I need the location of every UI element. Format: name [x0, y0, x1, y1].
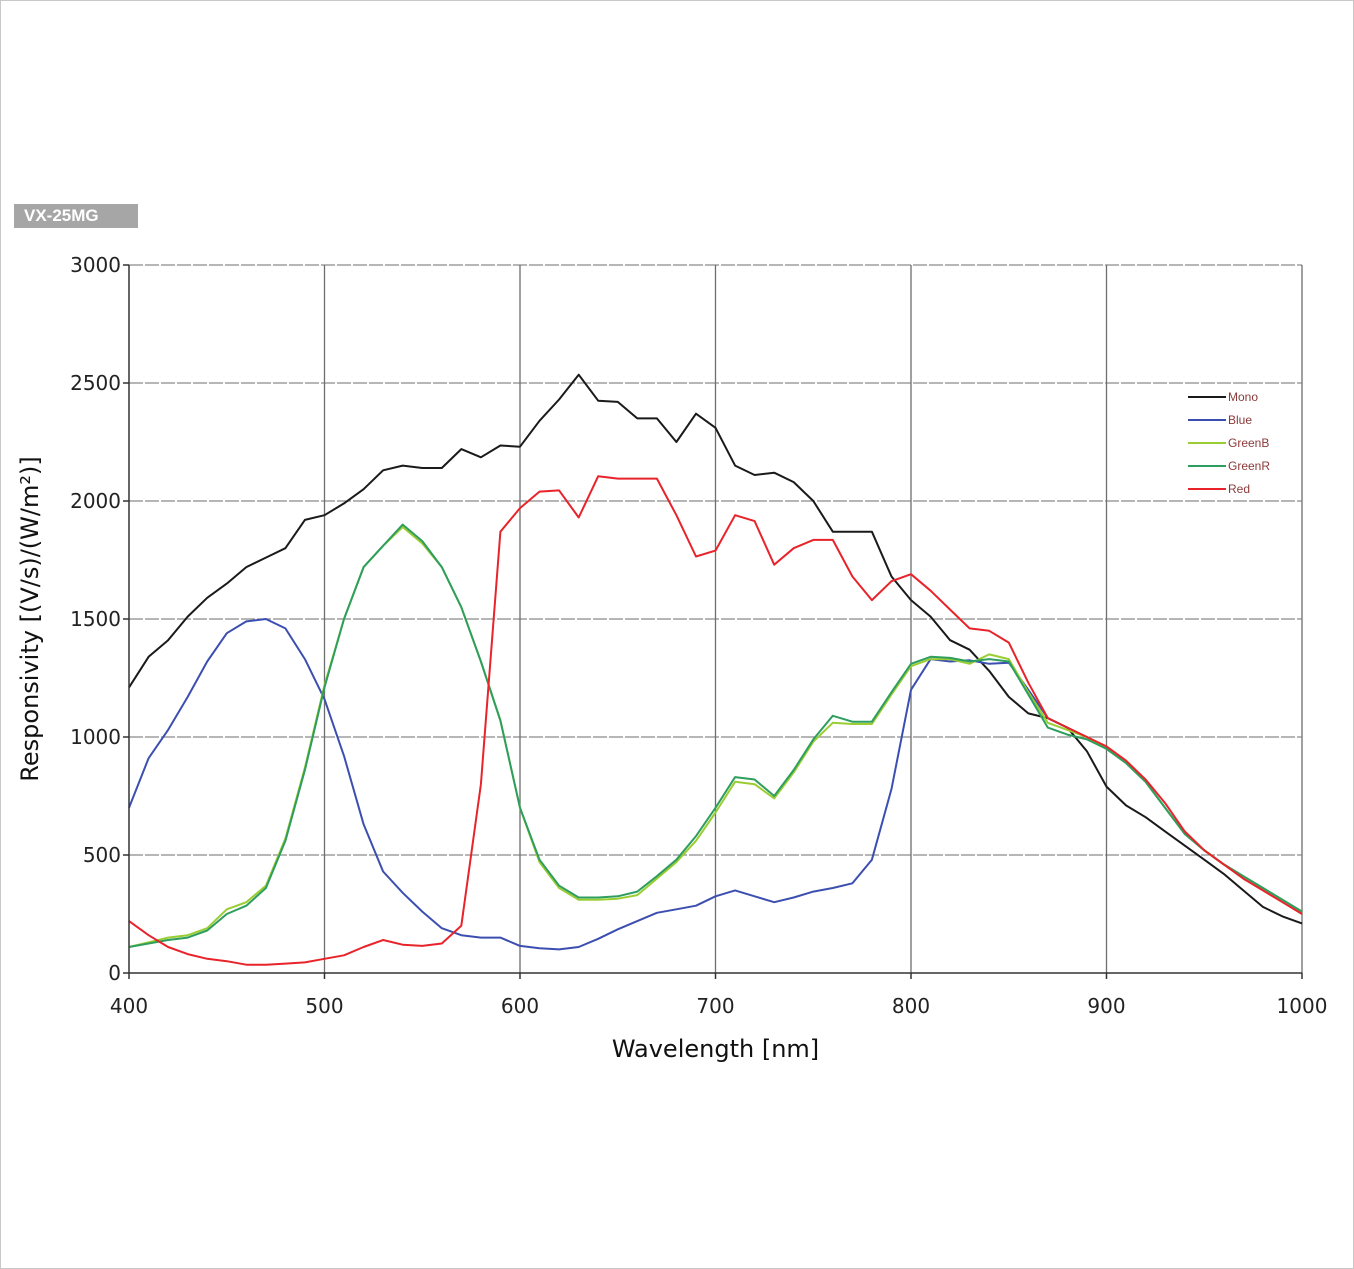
tick-labels: 0 500 1000 1500 2000 2500 3000 400 500 600 700 800 9… — [70, 253, 1327, 1018]
series-line-mono — [128, 373, 1303, 925]
x-tick-label: 600 — [501, 994, 539, 1018]
x-tick-label: 400 — [110, 994, 148, 1018]
axes — [123, 264, 1303, 979]
y-axis-title: Responsivity [(V/s)/(W/m²)] — [16, 456, 44, 781]
series-line-red — [128, 475, 1303, 966]
x-tick-label: 700 — [696, 994, 734, 1018]
x-tick-label: 800 — [892, 994, 930, 1018]
y-tick-label: 3000 — [70, 253, 121, 277]
y-tick-label: 1500 — [70, 607, 121, 631]
x-axis-title: Wavelength [nm] — [612, 1035, 819, 1063]
legend-label-blue: Blue — [1228, 413, 1252, 427]
model-tag: VX-25MG — [14, 204, 138, 228]
series-lines — [128, 373, 1303, 966]
y-tick-label: 500 — [83, 843, 121, 867]
legend-label-red: Red — [1228, 482, 1250, 496]
legend-label-greenr: GreenR — [1228, 459, 1270, 473]
x-tick-label: 900 — [1087, 994, 1125, 1018]
y-tick-label: 2000 — [70, 489, 121, 513]
x-tick-label: 500 — [305, 994, 343, 1018]
series-line-greenr — [128, 523, 1303, 948]
y-tick-label: 2500 — [70, 371, 121, 395]
x-tick-label: 1000 — [1277, 994, 1328, 1018]
legend-label-mono: Mono — [1228, 390, 1258, 404]
y-tick-label: 1000 — [70, 725, 121, 749]
legend: Mono Blue GreenB GreenR Red — [1188, 390, 1270, 496]
y-tick-label: 0 — [108, 961, 121, 985]
grid — [129, 264, 1303, 973]
legend-label-greenb: GreenB — [1228, 436, 1269, 450]
